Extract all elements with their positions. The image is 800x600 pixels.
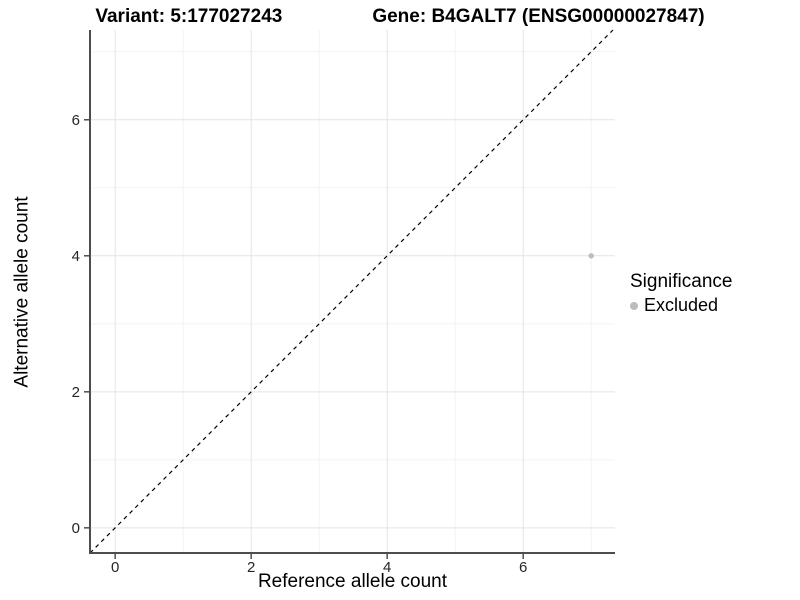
- y-axis-title: Alternative allele count: [12, 195, 34, 388]
- legend-point-icon: [630, 301, 638, 310]
- svg-text:4: 4: [383, 559, 391, 576]
- legend-item-label: Excluded: [644, 295, 719, 315]
- svg-text:0: 0: [111, 559, 119, 576]
- legend-item-excluded: Excluded: [630, 295, 732, 316]
- svg-text:0: 0: [72, 520, 80, 537]
- x-axis-title: Reference allele count: [257, 571, 448, 592]
- svg-text:6: 6: [519, 559, 527, 576]
- svg-text:2: 2: [247, 559, 255, 576]
- legend-title: Significance: [630, 271, 733, 292]
- svg-text:2: 2: [72, 384, 80, 401]
- legend: Significance Excluded: [630, 271, 732, 316]
- gene-title: Gene: B4GALT7 (ENSG00000027847): [372, 6, 705, 27]
- svg-text:6: 6: [72, 112, 80, 129]
- variant-title: Variant: 5:177027243: [95, 6, 283, 27]
- y-axis-title-wrap: Alternative allele count: [10, 30, 36, 553]
- svg-text:4: 4: [72, 248, 80, 265]
- plot-title: Variant: 5:177027243 Gene: B4GALT7 (ENSG…: [0, 6, 800, 28]
